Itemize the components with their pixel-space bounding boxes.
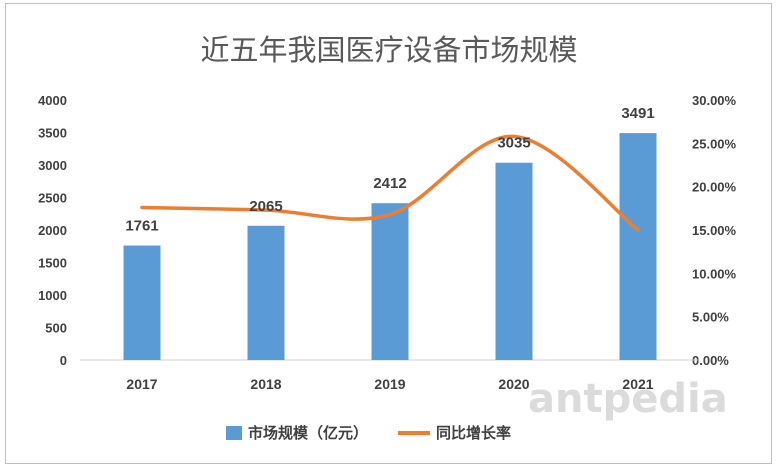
- data-label: 3491: [621, 105, 654, 122]
- watermark: antpedia: [528, 376, 728, 422]
- growth-rate-line: [140, 134, 640, 232]
- bar-series: [123, 133, 657, 360]
- bar-2019: [371, 203, 409, 360]
- y-tick-label: 4000: [38, 93, 67, 108]
- y-tick-label: 500: [45, 321, 67, 336]
- y2-tick-label: 25.00%: [692, 136, 737, 151]
- y2-tick-label: 30.00%: [692, 93, 737, 108]
- y2-tick-label: 5.00%: [692, 310, 729, 325]
- data-label: 3035: [497, 135, 530, 152]
- y-tick-label: 0: [60, 353, 67, 368]
- y2-tick-label: 0.00%: [692, 353, 729, 368]
- right-axis: 0.00% 5.00% 10.00% 15.00% 20.00% 25.00% 30.00%: [692, 93, 737, 368]
- y-tick-label: 3500: [38, 126, 67, 141]
- left-axis: 0 500 1000 1500 2000 2500 3000 3500 4000: [38, 93, 67, 368]
- x-tick-label: 2018: [250, 376, 281, 392]
- y-tick-label: 1000: [38, 288, 67, 303]
- x-tick-label: 2020: [498, 376, 529, 392]
- data-label: 2412: [373, 175, 406, 192]
- legend-bar-swatch: [226, 426, 242, 440]
- x-tick-label: 2019: [374, 376, 405, 392]
- x-axis: 2017 2018 2019 2020 2021: [126, 376, 653, 392]
- y-tick-label: 3000: [38, 158, 67, 173]
- line-series: [140, 134, 640, 232]
- data-label: 1761: [125, 218, 158, 235]
- y-tick-label: 2500: [38, 191, 67, 206]
- legend-line-label: 同比增长率: [436, 424, 511, 442]
- legend: 市场规模（亿元） 同比增长率: [226, 424, 511, 442]
- data-labels: 1761 2065 2412 3035 3491: [125, 105, 654, 234]
- y-tick-label: 2000: [38, 223, 67, 238]
- bar-2021: [619, 133, 657, 360]
- y-tick-label: 1500: [38, 256, 67, 271]
- x-tick-label: 2021: [622, 376, 653, 392]
- bar-2017: [123, 245, 161, 360]
- bar-2018: [247, 225, 285, 360]
- chart-title: 近五年我国医疗设备市场规模: [200, 33, 577, 67]
- data-label: 2065: [249, 198, 282, 215]
- y2-tick-label: 15.00%: [692, 223, 737, 238]
- legend-bar-label: 市场规模（亿元）: [248, 424, 368, 442]
- x-tick-label: 2017: [126, 376, 157, 392]
- y2-tick-label: 20.00%: [692, 180, 737, 195]
- y2-tick-label: 10.00%: [692, 266, 737, 281]
- bar-2020: [495, 162, 533, 360]
